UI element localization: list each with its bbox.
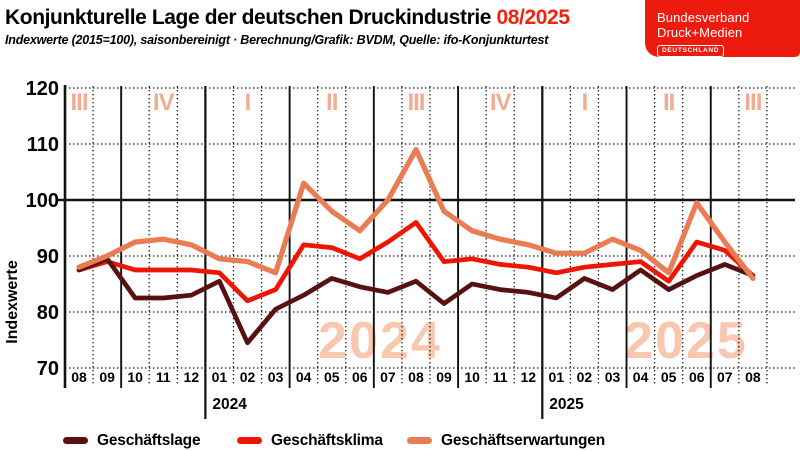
legend-label-geschaeftserwartungen: Geschäftserwartungen (441, 431, 605, 449)
legend: Geschäftslage Geschäftsklima Geschäftser… (0, 430, 800, 451)
year-watermark: 2024 (318, 312, 442, 370)
legend-swatch-geschaeftsklima (237, 437, 262, 444)
x-month-label: 09 (99, 369, 115, 385)
x-month-label: 03 (268, 369, 284, 385)
x-year-label: 2025 (549, 396, 584, 413)
series-line-geschaeftslage (76, 256, 756, 346)
logo-line1: Bundesverband (657, 10, 750, 25)
x-month-label: 08 (745, 369, 761, 385)
x-month-label: 12 (184, 369, 200, 385)
x-month-label: 04 (296, 369, 312, 385)
quarter-label: IV (490, 89, 512, 116)
legend-item-geschaeftsklima: Geschäftsklima (237, 430, 383, 451)
x-month-label: 11 (493, 369, 508, 385)
logo-bundesverband-druck-medien: Bundesverband Druck+Medien DEUTSCHLAND (645, 0, 800, 57)
quarter-label: III (744, 89, 761, 116)
y-axis-label: 120 (26, 78, 59, 100)
y-axis-label: 70 (37, 358, 59, 380)
quarter-label: II (326, 89, 338, 116)
chart-subtitle: Indexwerte (2015=100), saisonbereinigt ·… (5, 33, 549, 47)
x-month-label: 05 (661, 369, 677, 385)
y-axis-label: 80 (37, 302, 59, 324)
x-month-label: 11 (156, 369, 171, 385)
quarter-label: IV (153, 89, 175, 116)
x-month-label: 01 (212, 369, 228, 385)
legend-label-geschaeftsklima: Geschäftsklima (271, 431, 383, 449)
quarter-label: III (71, 89, 88, 116)
x-year-label: 2024 (212, 396, 247, 413)
x-month-label: 02 (240, 369, 256, 385)
quarter-label: II (663, 89, 675, 116)
x-month-label: 10 (127, 369, 143, 385)
x-month-label: 12 (520, 369, 536, 385)
x-month-label: 08 (408, 369, 424, 385)
x-month-label: 07 (380, 369, 396, 385)
x-month-label: 07 (717, 369, 733, 385)
x-month-label: 02 (577, 369, 593, 385)
x-month-label: 06 (689, 369, 705, 385)
x-month-label: 10 (464, 369, 480, 385)
x-month-label: 06 (352, 369, 368, 385)
header: Konjunkturelle Lage der deutschen Drucki… (5, 6, 635, 47)
chart-title-period: 08/2025 (496, 6, 571, 29)
legend-item-geschaeftserwartungen: Geschäftserwartungen (407, 430, 605, 451)
x-month-label: 08 (71, 369, 87, 385)
x-month-label: 09 (436, 369, 452, 385)
quarter-label: III (407, 89, 424, 116)
y-axis-label: 90 (37, 246, 59, 268)
logo-line2: Druck+Medien (657, 25, 743, 40)
logo-badge: DEUTSCHLAND (657, 45, 725, 57)
series-line-geschaeftserwartungen (76, 147, 756, 281)
y-axis-label: 110 (27, 134, 59, 156)
chart-title-text: Konjunkturelle Lage der deutschen Drucki… (5, 6, 492, 29)
quarter-label: I (245, 89, 251, 116)
year-watermark: 2025 (624, 312, 748, 370)
legend-item-geschaeftslage: Geschäftslage (63, 430, 201, 451)
x-month-label: 03 (605, 369, 621, 385)
legend-label-geschaeftslage: Geschäftslage (97, 431, 201, 449)
y-axis-label: 100 (26, 190, 59, 212)
quarter-label: I (582, 89, 588, 116)
legend-swatch-geschaeftserwartungen (407, 437, 432, 444)
chart-title: Konjunkturelle Lage der deutschen Drucki… (5, 6, 635, 30)
legend-swatch-geschaeftslage (63, 437, 88, 444)
series-line-geschaeftsklima (76, 220, 756, 304)
x-month-label: 05 (324, 369, 340, 385)
x-month-label: 04 (633, 369, 649, 385)
y-axis-title: Indexwerte (4, 260, 21, 344)
x-month-label: 01 (549, 369, 565, 385)
